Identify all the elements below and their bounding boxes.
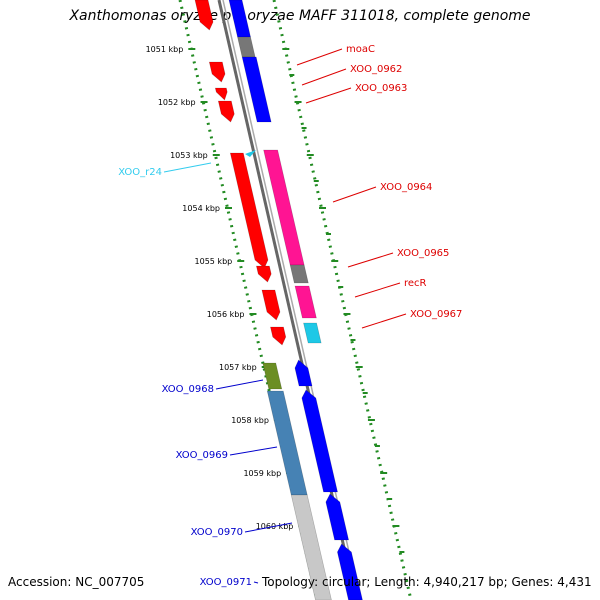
gene-feature	[301, 389, 338, 493]
ruler-tick-label: 1056 kbp	[207, 310, 245, 319]
gene-label: XOO_0965	[397, 248, 449, 259]
gene-feature	[229, 152, 269, 269]
gene-label: XOO_0969	[176, 450, 228, 461]
gene-label: XOO_0964	[380, 182, 432, 193]
gene-label-leader	[332, 186, 377, 203]
gene-label-leader	[163, 162, 212, 173]
gene-feature	[261, 289, 281, 321]
ruler-tick-label: 1054 kbp	[182, 204, 220, 213]
gene-feature	[290, 494, 332, 600]
accession-text: Accession: NC_007705	[8, 575, 145, 589]
gene-feature	[237, 36, 256, 58]
gene-label-leader	[296, 48, 343, 66]
gene-feature	[262, 362, 283, 390]
gene-feature	[303, 322, 322, 344]
gene-label: XOO_0971	[200, 577, 252, 588]
gene-label-leader	[229, 446, 278, 456]
gene-feature	[294, 285, 317, 319]
gene-feature	[217, 100, 235, 123]
gene-feature	[214, 87, 228, 101]
gene-feature	[289, 264, 309, 284]
gene-label-leader	[253, 581, 259, 584]
gene-feature	[266, 390, 308, 496]
gene-label: recR	[404, 278, 427, 289]
gene-feature	[194, 0, 214, 31]
gene-feature	[325, 493, 350, 541]
gene-label: XOO_0970	[191, 527, 243, 538]
genome-title: Xanthomonas oryzae pv. oryzae MAFF 31101…	[69, 8, 531, 24]
gene-label-leader	[305, 87, 352, 104]
ruler-tick-label: 1059 kbp	[243, 469, 281, 478]
gene-feature	[208, 61, 226, 83]
ruler-tick-label: 1055 kbp	[195, 257, 233, 266]
ruler-tick-label: 1051 kbp	[146, 45, 184, 54]
ruler-tick-label: 1053 kbp	[170, 151, 208, 160]
gene-label-leader	[301, 68, 347, 86]
ruler-tick-label: 1058 kbp	[231, 416, 269, 425]
gene-feature	[256, 265, 272, 283]
topology-text: Topology: circular; Length: 4,940,217 bp…	[262, 575, 592, 589]
gene-label: moaC	[346, 44, 375, 55]
gene-label: XOO_0967	[410, 309, 462, 320]
ruler-tick-label: 1057 kbp	[219, 363, 257, 372]
gene-feature	[270, 326, 287, 346]
gene-label: XOO_0968	[162, 384, 214, 395]
gene-label: XOO_0963	[355, 83, 407, 94]
gene-label-leader	[347, 252, 394, 268]
gene-label: XOO_0962	[350, 64, 402, 75]
gene-label: XOO_r24	[118, 167, 162, 178]
gene-feature	[294, 359, 313, 387]
gene-feature	[228, 0, 251, 38]
trna-marker	[245, 150, 256, 157]
gene-label-leader	[354, 282, 401, 298]
ruler-tick-label: 1052 kbp	[158, 98, 196, 107]
gene-label-leader	[244, 522, 293, 533]
gene-feature	[241, 56, 272, 123]
gene-label-leader	[361, 313, 407, 329]
gene-label-leader	[215, 379, 264, 390]
gene-feature	[337, 543, 363, 600]
